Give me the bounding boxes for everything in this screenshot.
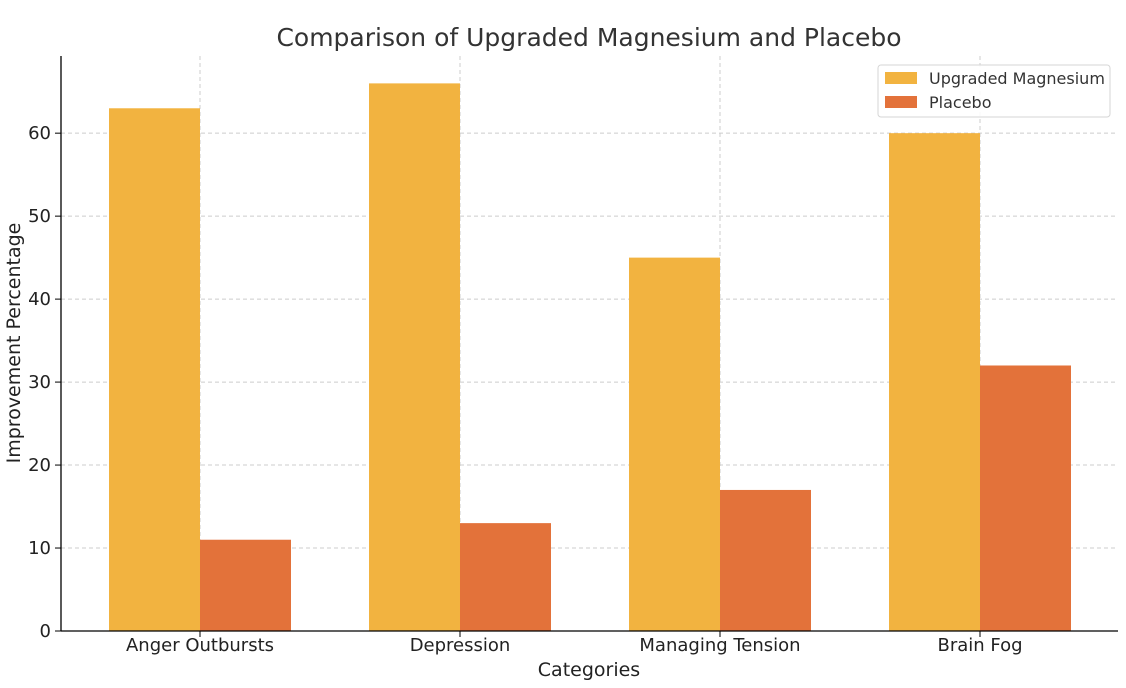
bar-upgraded-magnesium [889,133,980,632]
y-axis-label: Improvement Percentage [3,223,25,464]
x-tick-label: Brain Fog [937,635,1022,656]
y-tick-label: 50 [28,206,51,227]
x-tick-label: Managing Tension [639,635,800,656]
x-tick-label: Depression [410,635,511,656]
y-tick-label: 10 [28,538,51,559]
bar-upgraded-magnesium [369,83,460,631]
legend-box [877,64,1111,118]
y-tick-label: 30 [28,372,51,393]
y-ticks: 0 10 20 30 40 50 60 [28,123,61,642]
legend-swatch [885,72,917,84]
legend-swatch [885,96,917,108]
y-tick-label: 0 [40,621,51,642]
legend-label: Placebo [929,93,991,112]
y-tick-label: 20 [28,455,51,476]
legend-label: Upgraded Magnesium [929,69,1105,88]
bar-placebo [980,365,1071,631]
y-tick-label: 40 [28,289,51,310]
x-tick-label: Anger Outbursts [126,635,274,656]
chart-title: Comparison of Upgraded Magnesium and Pla… [276,23,901,52]
legend: Upgraded Magnesium Placebo [877,64,1111,118]
bar-placebo [200,539,291,631]
x-ticks: Anger Outbursts Depression Managing Tensio… [126,631,1023,656]
x-axis-label: Categories [538,659,640,681]
y-tick-label: 60 [28,123,51,144]
bar-placebo [720,489,811,631]
bar-placebo [460,523,551,631]
bars [109,83,1071,632]
bar-upgraded-magnesium [629,257,720,631]
bar-upgraded-magnesium [109,108,200,632]
